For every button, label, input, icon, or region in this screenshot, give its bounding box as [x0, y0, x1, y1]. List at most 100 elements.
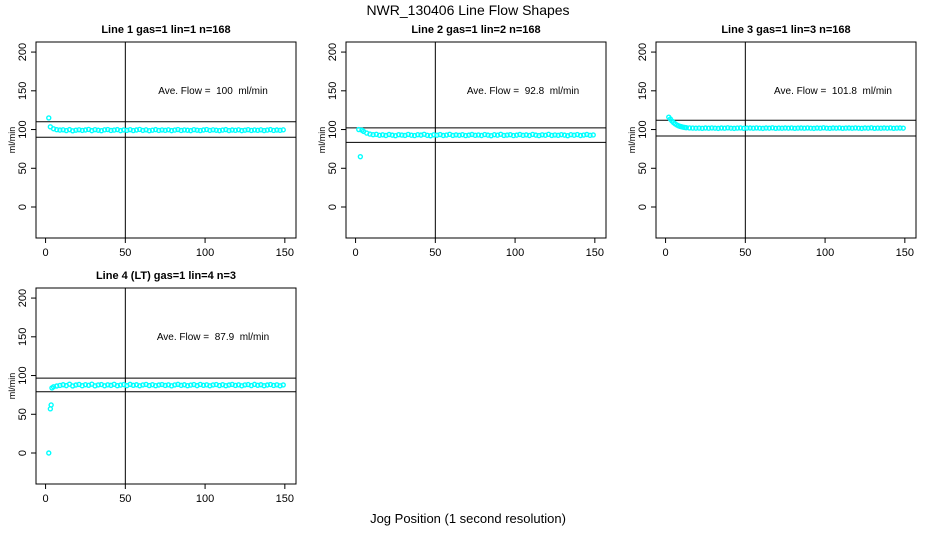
- ave-flow-annotation-line4: Ave. Flow = 87.9 ml/min: [156, 332, 270, 343]
- y-tick-label: 200: [17, 43, 29, 61]
- plot-box: [655, 41, 917, 239]
- y-tick-label: 150: [327, 82, 339, 100]
- data-point: [792, 125, 798, 132]
- data-point: [779, 125, 785, 131]
- x-tick-label: 50: [119, 247, 131, 259]
- data-point: [146, 128, 152, 134]
- data-point: [849, 125, 855, 131]
- data-point: [248, 127, 255, 134]
- y-tick-label: 0: [637, 204, 649, 210]
- data-point: [482, 131, 488, 138]
- data-point: [878, 125, 884, 131]
- data-point: [130, 382, 137, 389]
- data-point: [846, 125, 852, 131]
- data-point: [836, 125, 843, 131]
- data-point: [450, 132, 456, 139]
- data-point: [395, 131, 402, 138]
- data-point: [772, 125, 779, 132]
- x-tick-label: 0: [43, 247, 49, 259]
- data-point: [587, 132, 593, 139]
- data-point: [121, 127, 127, 133]
- data-point: [92, 126, 98, 133]
- data-point: [466, 132, 472, 138]
- data-point: [191, 126, 197, 133]
- data-point: [149, 127, 156, 133]
- y-tick-label: 100: [637, 120, 649, 138]
- data-point: [744, 125, 750, 131]
- data-point: [280, 382, 286, 388]
- subplot-title-line2: Line 2 gas=1 lin=2 n=168: [411, 24, 541, 36]
- data-point: [875, 125, 881, 131]
- data-point: [210, 127, 216, 133]
- y-tick-label: 200: [637, 43, 649, 61]
- page-title: NWR_130406 Line Flow Shapes: [366, 2, 570, 18]
- data-point: [357, 153, 364, 160]
- y-tick-label: 50: [637, 162, 649, 174]
- data-point: [376, 132, 383, 138]
- data-point: [229, 127, 235, 133]
- data-point: [699, 125, 705, 132]
- data-point: [389, 132, 395, 138]
- data-point: [513, 132, 520, 138]
- data-point: [431, 132, 437, 138]
- data-point: [200, 127, 207, 133]
- data-point: [255, 127, 261, 134]
- data-point: [188, 382, 194, 388]
- data-point: [728, 125, 734, 131]
- data-point: [798, 125, 804, 131]
- ave-flow-annotation-line2: Ave. Flow = 92.8 ml/min: [466, 86, 580, 97]
- data-point: [54, 126, 60, 133]
- data-point: [105, 382, 111, 388]
- y-tick-label: 50: [17, 162, 29, 174]
- data-point: [715, 125, 721, 132]
- data-point: [747, 125, 753, 131]
- data-point: [386, 131, 392, 138]
- data-point: [462, 132, 469, 139]
- x-tick-label: 0: [353, 247, 359, 259]
- data-point: [890, 125, 897, 132]
- data-point: [814, 125, 820, 131]
- data-point: [725, 125, 731, 131]
- data-point: [264, 382, 270, 388]
- data-point: [210, 382, 216, 388]
- data-point: [718, 125, 725, 131]
- data-point: [472, 132, 478, 139]
- data-point: [485, 132, 491, 138]
- data-point: [871, 125, 878, 132]
- data-point: [686, 125, 693, 131]
- data-point: [823, 125, 830, 131]
- data-point: [226, 127, 232, 134]
- y-tick-label: 0: [327, 204, 339, 210]
- data-point: [453, 132, 459, 138]
- ave-flow-annotation-line1: Ave. Flow = 100 ml/min: [158, 86, 268, 97]
- data-point: [159, 127, 165, 133]
- data-point: [504, 132, 510, 138]
- data-point: [776, 125, 782, 131]
- data-point: [830, 125, 836, 131]
- data-point: [696, 125, 702, 131]
- x-tick-label: 150: [896, 247, 914, 259]
- data-point: [181, 127, 188, 133]
- y-tick-label: 200: [17, 289, 29, 307]
- data-point: [261, 127, 267, 134]
- data-point: [114, 382, 121, 389]
- data-point: [200, 382, 207, 389]
- x-axis-label: Jog Position (1 second resolution): [370, 511, 566, 526]
- data-point: [897, 125, 903, 131]
- data-point: [520, 132, 526, 139]
- x-tick-label: 100: [196, 247, 214, 259]
- data-point: [693, 125, 699, 131]
- data-point: [255, 382, 261, 389]
- data-point: [785, 125, 792, 131]
- data-point: [900, 125, 906, 131]
- data-point: [510, 132, 517, 139]
- data-point: [753, 125, 760, 131]
- data-point: [219, 127, 226, 133]
- x-tick-label: 150: [276, 493, 294, 505]
- y-tick-label: 100: [327, 120, 339, 138]
- data-point: [434, 132, 440, 138]
- y-tick-label: 150: [637, 82, 649, 100]
- data-point: [750, 125, 757, 131]
- data-point: [274, 127, 280, 133]
- data-point: [580, 132, 587, 138]
